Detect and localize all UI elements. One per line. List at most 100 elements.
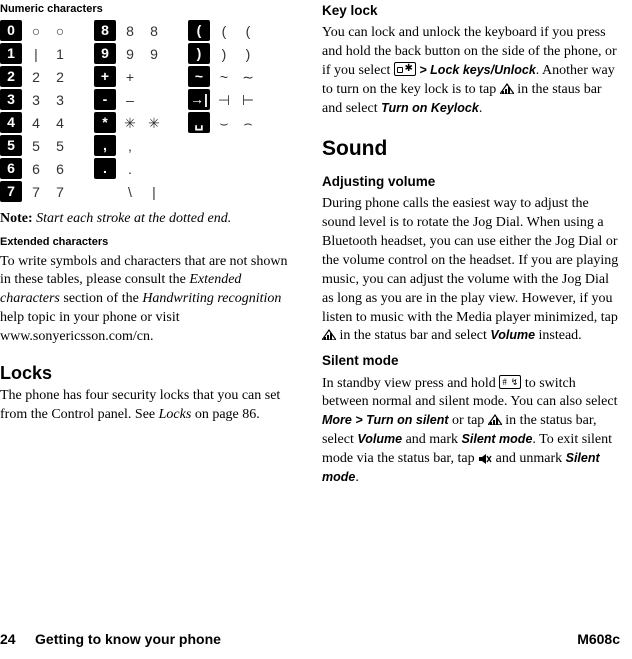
back-key-icon — [394, 62, 416, 76]
keycap-1: 1 — [0, 43, 22, 64]
stroke: ✳ — [118, 112, 142, 135]
stroke: ) — [212, 43, 236, 66]
text: and mark — [402, 432, 461, 447]
text: in the status bar and select — [336, 328, 490, 343]
text: . — [479, 101, 483, 116]
stroke: ⊣ — [212, 89, 236, 112]
extended-characters-heading: Extended characters — [0, 235, 300, 250]
signal-icon — [322, 328, 336, 340]
menu-item: Volume — [490, 328, 535, 342]
menu-item: Turn on Keylock — [381, 101, 479, 115]
stroke: 8 — [142, 20, 166, 43]
stroke: ( — [236, 20, 260, 43]
stroke: 7 — [24, 181, 48, 204]
key-lock-paragraph: You can lock and unlock the keyboard if … — [322, 24, 620, 118]
stroke: ⌢ — [236, 112, 260, 135]
stroke: ~ — [212, 66, 236, 89]
text: To write symbols and characters that are… — [0, 254, 288, 288]
menu-path: > Lock keys/Unlock — [416, 63, 536, 77]
keycap-star: * — [94, 112, 116, 133]
keycap-9: 9 — [94, 43, 116, 64]
stroke: ( — [212, 20, 236, 43]
stroke: 5 — [24, 135, 48, 158]
note-line: Note: Start each stroke at the dotted en… — [0, 210, 300, 229]
stroke — [142, 158, 166, 181]
stroke: 4 — [48, 112, 72, 135]
mute-speaker-icon — [478, 453, 492, 465]
signal-icon — [488, 413, 502, 425]
stroke: 6 — [48, 158, 72, 181]
keycap-minus: - — [94, 89, 116, 110]
text-em: Handwriting recognition — [142, 291, 281, 306]
note-text: Start each stroke at the dotted end. — [36, 211, 231, 226]
stroke: 2 — [24, 66, 48, 89]
stroke — [142, 66, 166, 89]
stroke: . — [118, 158, 142, 181]
text: or tap — [449, 413, 488, 428]
page-footer: 24 Getting to know your phone M608c — [0, 630, 620, 649]
stroke: ⌣ — [212, 112, 236, 135]
stroke: + — [118, 66, 142, 89]
keycap-3: 3 — [0, 89, 22, 110]
menu-path: More > Turn on silent — [322, 413, 449, 427]
stroke — [142, 89, 166, 112]
stroke: 3 — [48, 89, 72, 112]
keycap-6: 6 — [0, 158, 22, 179]
stroke: 1 — [48, 43, 72, 66]
stroke: | — [142, 181, 166, 204]
footer-left: 24 Getting to know your phone — [0, 630, 221, 649]
adjusting-volume-paragraph: During phone calls the easiest way to ad… — [322, 195, 620, 346]
text-em: Locks — [159, 407, 192, 422]
keycap-lparen: ( — [188, 20, 210, 41]
keycap-4: 4 — [0, 112, 22, 133]
stroke: | — [24, 43, 48, 66]
keycap-period: . — [94, 158, 116, 179]
text: instead. — [535, 328, 582, 343]
keycap-space: ␣ — [188, 112, 210, 133]
keycap-tilde: ~ — [188, 66, 210, 87]
silent-mode-paragraph: In standby view press and hold to switch… — [322, 375, 620, 488]
numeric-characters-heading: Numeric characters — [0, 2, 300, 17]
spacer — [166, 20, 188, 43]
menu-item: Volume — [357, 432, 402, 446]
keycap-rparen: ) — [188, 43, 210, 64]
stroke: 4 — [24, 112, 48, 135]
text: section of the — [60, 291, 142, 306]
stroke: ) — [236, 43, 260, 66]
section-title: Getting to know your phone — [35, 631, 221, 647]
extended-characters-paragraph: To write symbols and characters that are… — [0, 253, 300, 347]
key-lock-heading: Key lock — [322, 2, 620, 20]
stroke: ○ — [24, 20, 48, 43]
text: In standby view press and hold — [322, 376, 499, 391]
keycap-comma: , — [94, 135, 116, 156]
keycap-5: 5 — [0, 135, 22, 156]
text: . — [355, 470, 359, 485]
text: on page 86. — [191, 407, 259, 422]
text: During phone calls the easiest way to ad… — [322, 196, 618, 324]
stroke: 5 — [48, 135, 72, 158]
stroke: 7 — [48, 181, 72, 204]
text: help topic in your phone or visit www.so… — [0, 310, 180, 344]
keycap-tab: →| — [188, 89, 210, 110]
text: and unmark — [492, 451, 565, 466]
locks-heading: Locks — [0, 361, 300, 385]
stroke: , — [118, 135, 142, 158]
stroke: 8 — [118, 20, 142, 43]
page-number: 24 — [0, 631, 16, 647]
stroke: 6 — [24, 158, 48, 181]
keycap-plus: + — [94, 66, 116, 87]
stroke: ✳ — [142, 112, 166, 135]
stroke: \ — [118, 181, 142, 204]
menu-item: Silent mode — [462, 432, 533, 446]
note-prefix: Note: — [0, 211, 36, 226]
stroke: – — [118, 89, 142, 112]
stroke — [142, 135, 166, 158]
spacer — [72, 20, 94, 43]
keycap-2: 2 — [0, 66, 22, 87]
handwriting-table: 0 ○ ○ 8 8 8 ( ( ( 1 | 1 9 9 9 ) ) ) 2 2 — [0, 20, 271, 204]
signal-icon — [500, 82, 514, 94]
silent-mode-heading: Silent mode — [322, 352, 620, 370]
sound-heading: Sound — [322, 135, 620, 163]
stroke: 9 — [118, 43, 142, 66]
stroke: 9 — [142, 43, 166, 66]
